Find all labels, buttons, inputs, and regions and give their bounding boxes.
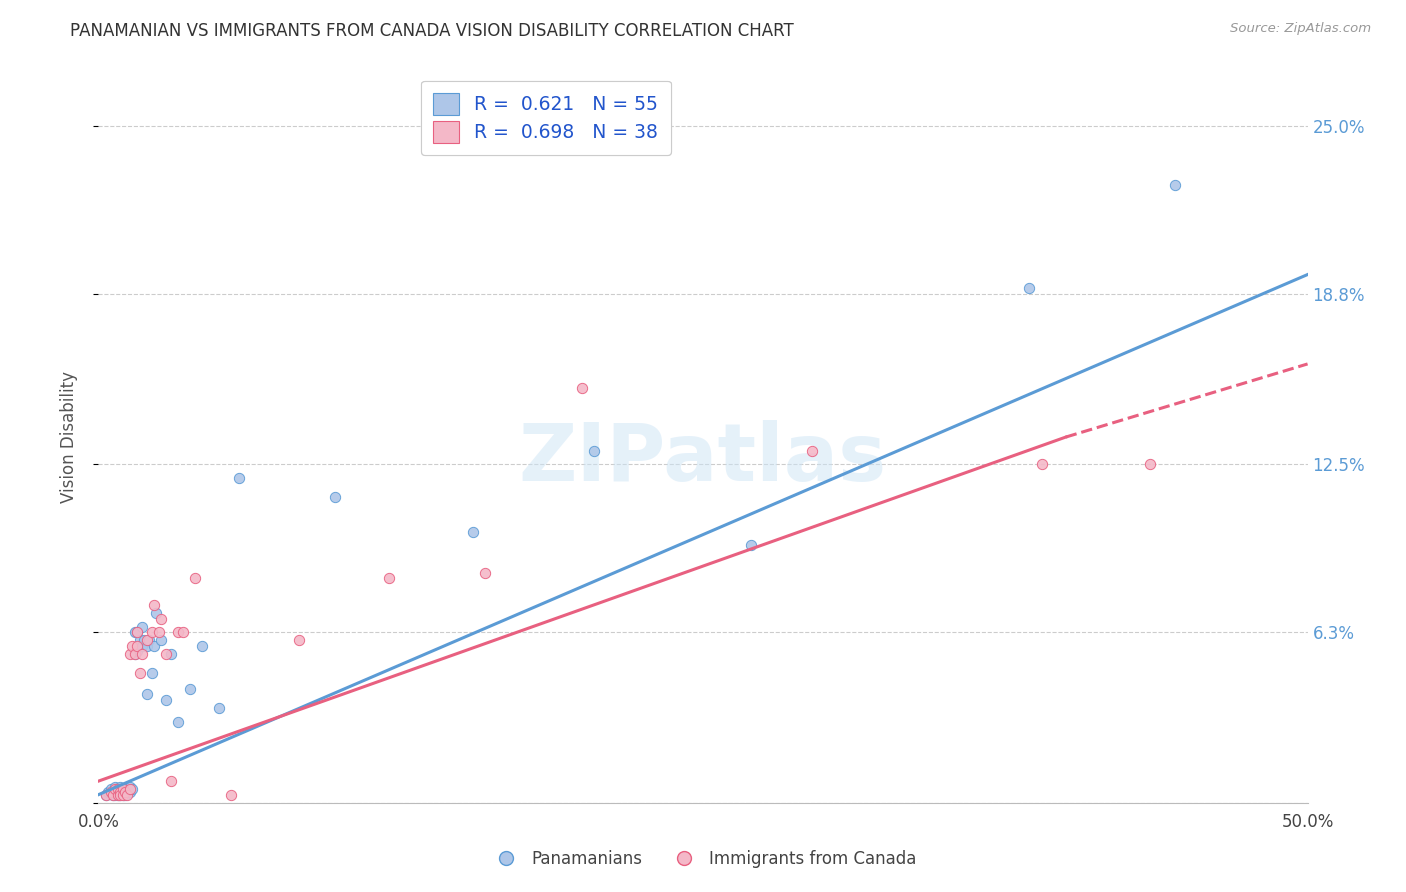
Point: [143, 639, 166, 653]
Point: [124, 625, 146, 640]
Point: [114, 788, 136, 802]
Point: [191, 639, 214, 653]
Point: [108, 788, 131, 802]
Point: [228, 471, 250, 485]
Point: [128, 665, 150, 680]
Point: [583, 443, 606, 458]
Text: PANAMANIAN VS IMMIGRANTS FROM CANADA VISION DISABILITY CORRELATION CHART: PANAMANIAN VS IMMIGRANTS FROM CANADA VIS…: [70, 22, 794, 40]
Point: [463, 524, 485, 539]
Point: [108, 788, 131, 802]
Point: [131, 620, 153, 634]
Point: [179, 681, 201, 696]
Point: [121, 782, 143, 797]
Point: [107, 785, 129, 799]
Point: [160, 774, 183, 789]
Point: [135, 688, 157, 702]
Point: [1163, 178, 1185, 193]
Point: [288, 633, 311, 648]
Point: [377, 571, 399, 585]
Point: [1018, 281, 1040, 295]
Point: [118, 647, 141, 661]
Point: [131, 639, 153, 653]
Y-axis label: Vision Disability: Vision Disability: [59, 371, 77, 503]
Point: [127, 639, 149, 653]
Point: [138, 633, 160, 648]
Point: [111, 782, 134, 797]
Point: [128, 633, 150, 648]
Point: [118, 782, 141, 797]
Point: [100, 785, 122, 799]
Point: [150, 611, 173, 625]
Point: [94, 788, 117, 802]
Point: [800, 443, 823, 458]
Point: [571, 381, 593, 395]
Point: [114, 785, 136, 799]
Point: [104, 782, 127, 797]
Point: [135, 633, 157, 648]
Point: [97, 785, 120, 799]
Point: [740, 538, 762, 552]
Point: [155, 693, 177, 707]
Point: [111, 782, 134, 797]
Point: [101, 785, 124, 799]
Point: [101, 788, 124, 802]
Point: [167, 625, 190, 640]
Point: [111, 788, 134, 802]
Point: [124, 647, 146, 661]
Point: [108, 780, 131, 794]
Point: [118, 785, 141, 799]
Point: [100, 785, 122, 799]
Point: [111, 785, 134, 799]
Point: [117, 788, 139, 802]
Point: [474, 566, 496, 580]
Point: [134, 633, 156, 648]
Point: [127, 625, 149, 640]
Point: [108, 785, 131, 799]
Point: [135, 639, 157, 653]
Point: [127, 625, 149, 640]
Point: [143, 598, 166, 612]
Point: [127, 644, 149, 658]
Point: [155, 647, 177, 661]
Point: [104, 782, 127, 797]
Point: [118, 780, 141, 794]
Point: [150, 633, 173, 648]
Point: [107, 788, 129, 802]
Point: [1031, 457, 1053, 471]
Point: [107, 782, 129, 797]
Text: ZIPatlas: ZIPatlas: [519, 420, 887, 498]
Legend: Panamanians, Immigrants from Canada: Panamanians, Immigrants from Canada: [484, 844, 922, 875]
Point: [208, 701, 231, 715]
Point: [111, 788, 134, 802]
Point: [101, 788, 124, 802]
Point: [184, 571, 207, 585]
Point: [325, 490, 347, 504]
Point: [117, 785, 139, 799]
Point: [104, 788, 127, 802]
Point: [107, 782, 129, 797]
Point: [107, 788, 129, 802]
Point: [148, 625, 170, 640]
Point: [114, 785, 136, 799]
Point: [167, 714, 190, 729]
Point: [141, 665, 163, 680]
Point: [141, 625, 163, 640]
Point: [108, 782, 131, 797]
Point: [1139, 457, 1161, 471]
Point: [118, 782, 141, 797]
Point: [172, 625, 194, 640]
Point: [160, 647, 183, 661]
Point: [100, 782, 122, 797]
Point: [221, 788, 243, 802]
Point: [117, 782, 139, 797]
Point: [145, 606, 167, 620]
Point: [94, 788, 117, 802]
Point: [121, 639, 143, 653]
Legend: R =  0.621   N = 55, R =  0.698   N = 38: R = 0.621 N = 55, R = 0.698 N = 38: [420, 81, 671, 155]
Text: Source: ZipAtlas.com: Source: ZipAtlas.com: [1230, 22, 1371, 36]
Point: [108, 785, 131, 799]
Point: [131, 647, 153, 661]
Point: [104, 780, 127, 794]
Point: [124, 647, 146, 661]
